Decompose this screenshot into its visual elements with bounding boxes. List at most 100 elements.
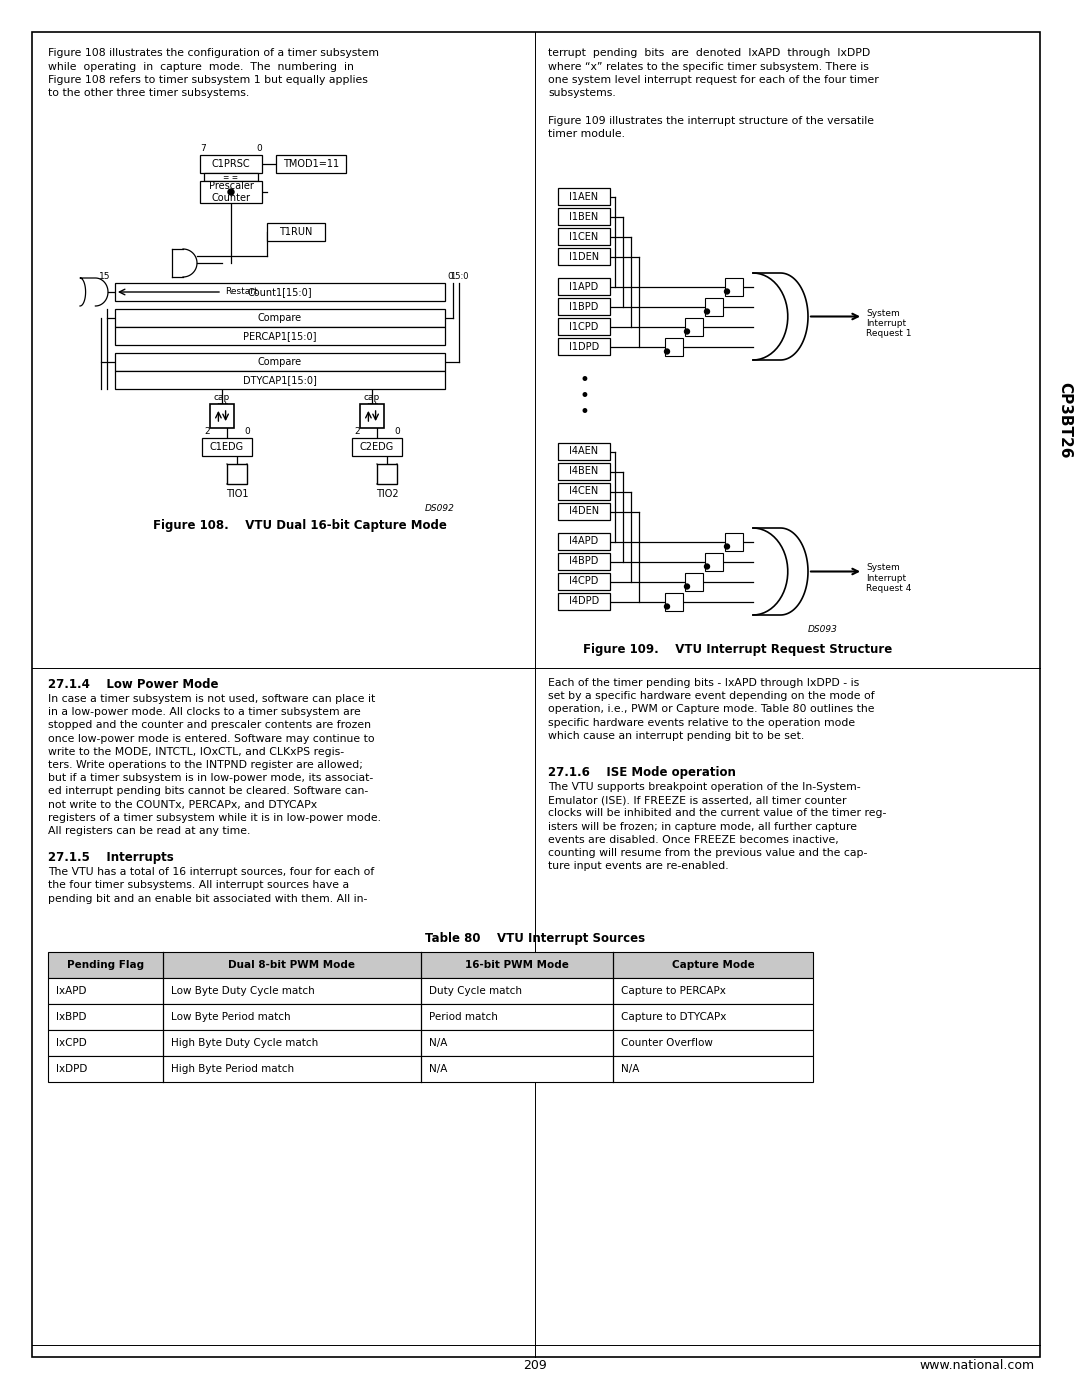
Text: Restart: Restart — [225, 288, 258, 296]
Text: N/A: N/A — [621, 1063, 639, 1074]
Text: IxAPD: IxAPD — [56, 986, 86, 996]
Bar — [558, 189, 610, 205]
Text: specific hardware events relative to the operation mode: specific hardware events relative to the… — [548, 718, 855, 728]
Text: ters. Write operations to the INTPND register are allowed;: ters. Write operations to the INTPND reg… — [48, 760, 363, 770]
Bar — [705, 298, 723, 316]
Text: set by a specific hardware event depending on the mode of: set by a specific hardware event dependi… — [548, 692, 875, 701]
Bar — [114, 353, 445, 372]
Bar — [725, 278, 743, 296]
Bar — [204, 173, 258, 182]
Text: the four timer subsystems. All interrupt sources have a: the four timer subsystems. All interrupt… — [48, 880, 349, 890]
Text: timer module.: timer module. — [548, 129, 625, 138]
Text: Figure 109 illustrates the interrupt structure of the versatile: Figure 109 illustrates the interrupt str… — [548, 116, 874, 126]
Bar — [48, 1004, 813, 1030]
Bar — [114, 327, 445, 345]
Text: pending bit and an enable bit associated with them. All in-: pending bit and an enable bit associated… — [48, 894, 367, 904]
Text: The VTU has a total of 16 interrupt sources, four for each of: The VTU has a total of 16 interrupt sour… — [48, 868, 375, 877]
Text: Each of the timer pending bits - IxAPD through IxDPD - is: Each of the timer pending bits - IxAPD t… — [548, 678, 860, 687]
Circle shape — [685, 584, 689, 590]
Text: I1DPD: I1DPD — [569, 341, 599, 352]
Text: •: • — [579, 387, 589, 405]
Text: 0: 0 — [447, 272, 453, 281]
Text: All registers can be read at any time.: All registers can be read at any time. — [48, 826, 251, 835]
Text: Low Byte Duty Cycle match: Low Byte Duty Cycle match — [171, 986, 314, 996]
Circle shape — [704, 564, 710, 569]
Text: DS092: DS092 — [426, 504, 455, 513]
Text: Duty Cycle match: Duty Cycle match — [429, 986, 522, 996]
Text: 15: 15 — [98, 272, 110, 281]
Text: subsystems.: subsystems. — [548, 88, 616, 99]
Text: one system level interrupt request for each of the four timer: one system level interrupt request for e… — [548, 75, 879, 85]
Text: in a low-power mode. All clocks to a timer subsystem are: in a low-power mode. All clocks to a tim… — [48, 707, 361, 717]
Bar — [114, 284, 445, 300]
Text: T1RUN: T1RUN — [280, 226, 313, 237]
Bar — [558, 483, 610, 500]
Text: 27.1.4    Low Power Mode: 27.1.4 Low Power Mode — [48, 678, 218, 692]
Bar — [202, 439, 252, 455]
Text: The VTU supports breakpoint operation of the In-System-: The VTU supports breakpoint operation of… — [548, 782, 861, 792]
Bar — [558, 443, 610, 460]
Text: TIO1: TIO1 — [226, 489, 248, 499]
Bar — [48, 1030, 813, 1056]
Bar — [558, 338, 610, 355]
Text: to the other three timer subsystems.: to the other three timer subsystems. — [48, 88, 249, 99]
Text: N/A: N/A — [429, 1038, 447, 1048]
Text: Dual 8-bit PWM Mode: Dual 8-bit PWM Mode — [229, 960, 355, 970]
Text: C1PRSC: C1PRSC — [212, 159, 251, 169]
Text: operation, i.e., PWM or Capture mode. Table 80 outlines the: operation, i.e., PWM or Capture mode. Ta… — [548, 704, 875, 714]
Text: C2EDG: C2EDG — [360, 441, 394, 453]
Circle shape — [685, 330, 689, 334]
Text: IxCPD: IxCPD — [56, 1038, 86, 1048]
Text: 209: 209 — [523, 1359, 546, 1372]
Text: I4CPD: I4CPD — [569, 577, 598, 587]
Text: registers of a timer subsystem while it is in low-power mode.: registers of a timer subsystem while it … — [48, 813, 381, 823]
Text: •: • — [579, 402, 589, 420]
Bar — [665, 592, 683, 610]
Bar — [558, 462, 610, 481]
Bar — [48, 951, 813, 978]
Bar — [558, 278, 610, 295]
Text: cap: cap — [364, 393, 380, 402]
Text: stopped and the counter and prescaler contents are frozen: stopped and the counter and prescaler co… — [48, 721, 372, 731]
Text: rst: rst — [216, 401, 228, 409]
Text: I1AEN: I1AEN — [569, 191, 598, 201]
Text: I1CEN: I1CEN — [569, 232, 598, 242]
Text: •: • — [579, 372, 589, 388]
Text: Capture to PERCAPx: Capture to PERCAPx — [621, 986, 726, 996]
Circle shape — [725, 543, 729, 549]
Bar — [558, 573, 610, 590]
Text: Period match: Period match — [429, 1011, 498, 1021]
Text: I4BPD: I4BPD — [569, 556, 598, 567]
Text: Emulator (ISE). If FREEZE is asserted, all timer counter: Emulator (ISE). If FREEZE is asserted, a… — [548, 795, 847, 805]
Bar — [558, 534, 610, 550]
Text: counting will resume from the previous value and the cap-: counting will resume from the previous v… — [548, 848, 867, 858]
Text: ture input events are re-enabled.: ture input events are re-enabled. — [548, 861, 729, 872]
Text: System
Interrupt
Request 4: System Interrupt Request 4 — [866, 563, 912, 594]
Text: N/A: N/A — [429, 1063, 447, 1074]
Text: I4BEN: I4BEN — [569, 467, 598, 476]
Circle shape — [704, 309, 710, 314]
Text: In case a timer subsystem is not used, software can place it: In case a timer subsystem is not used, s… — [48, 694, 375, 704]
Circle shape — [664, 349, 670, 353]
Text: High Byte Period match: High Byte Period match — [171, 1063, 294, 1074]
Bar — [558, 298, 610, 314]
Circle shape — [725, 289, 729, 293]
Text: 0: 0 — [256, 144, 262, 154]
Circle shape — [664, 604, 670, 609]
Bar — [48, 1056, 813, 1081]
Bar — [200, 155, 262, 173]
Bar — [267, 224, 325, 242]
Bar — [114, 372, 445, 388]
Text: write to the MODE, INTCTL, IOxCTL, and CLKxPS regis-: write to the MODE, INTCTL, IOxCTL, and C… — [48, 747, 345, 757]
Text: 27.1.5    Interrupts: 27.1.5 Interrupts — [48, 851, 174, 865]
Text: = =: = = — [224, 172, 239, 182]
Text: 16-bit PWM Mode: 16-bit PWM Mode — [465, 960, 569, 970]
Bar — [276, 155, 346, 173]
Text: www.national.com: www.national.com — [920, 1359, 1035, 1372]
Text: rst: rst — [366, 401, 378, 409]
Bar — [227, 464, 247, 483]
Bar — [352, 439, 402, 455]
Bar — [665, 338, 683, 355]
Text: I1BEN: I1BEN — [569, 211, 598, 222]
Text: I1BPD: I1BPD — [569, 302, 598, 312]
